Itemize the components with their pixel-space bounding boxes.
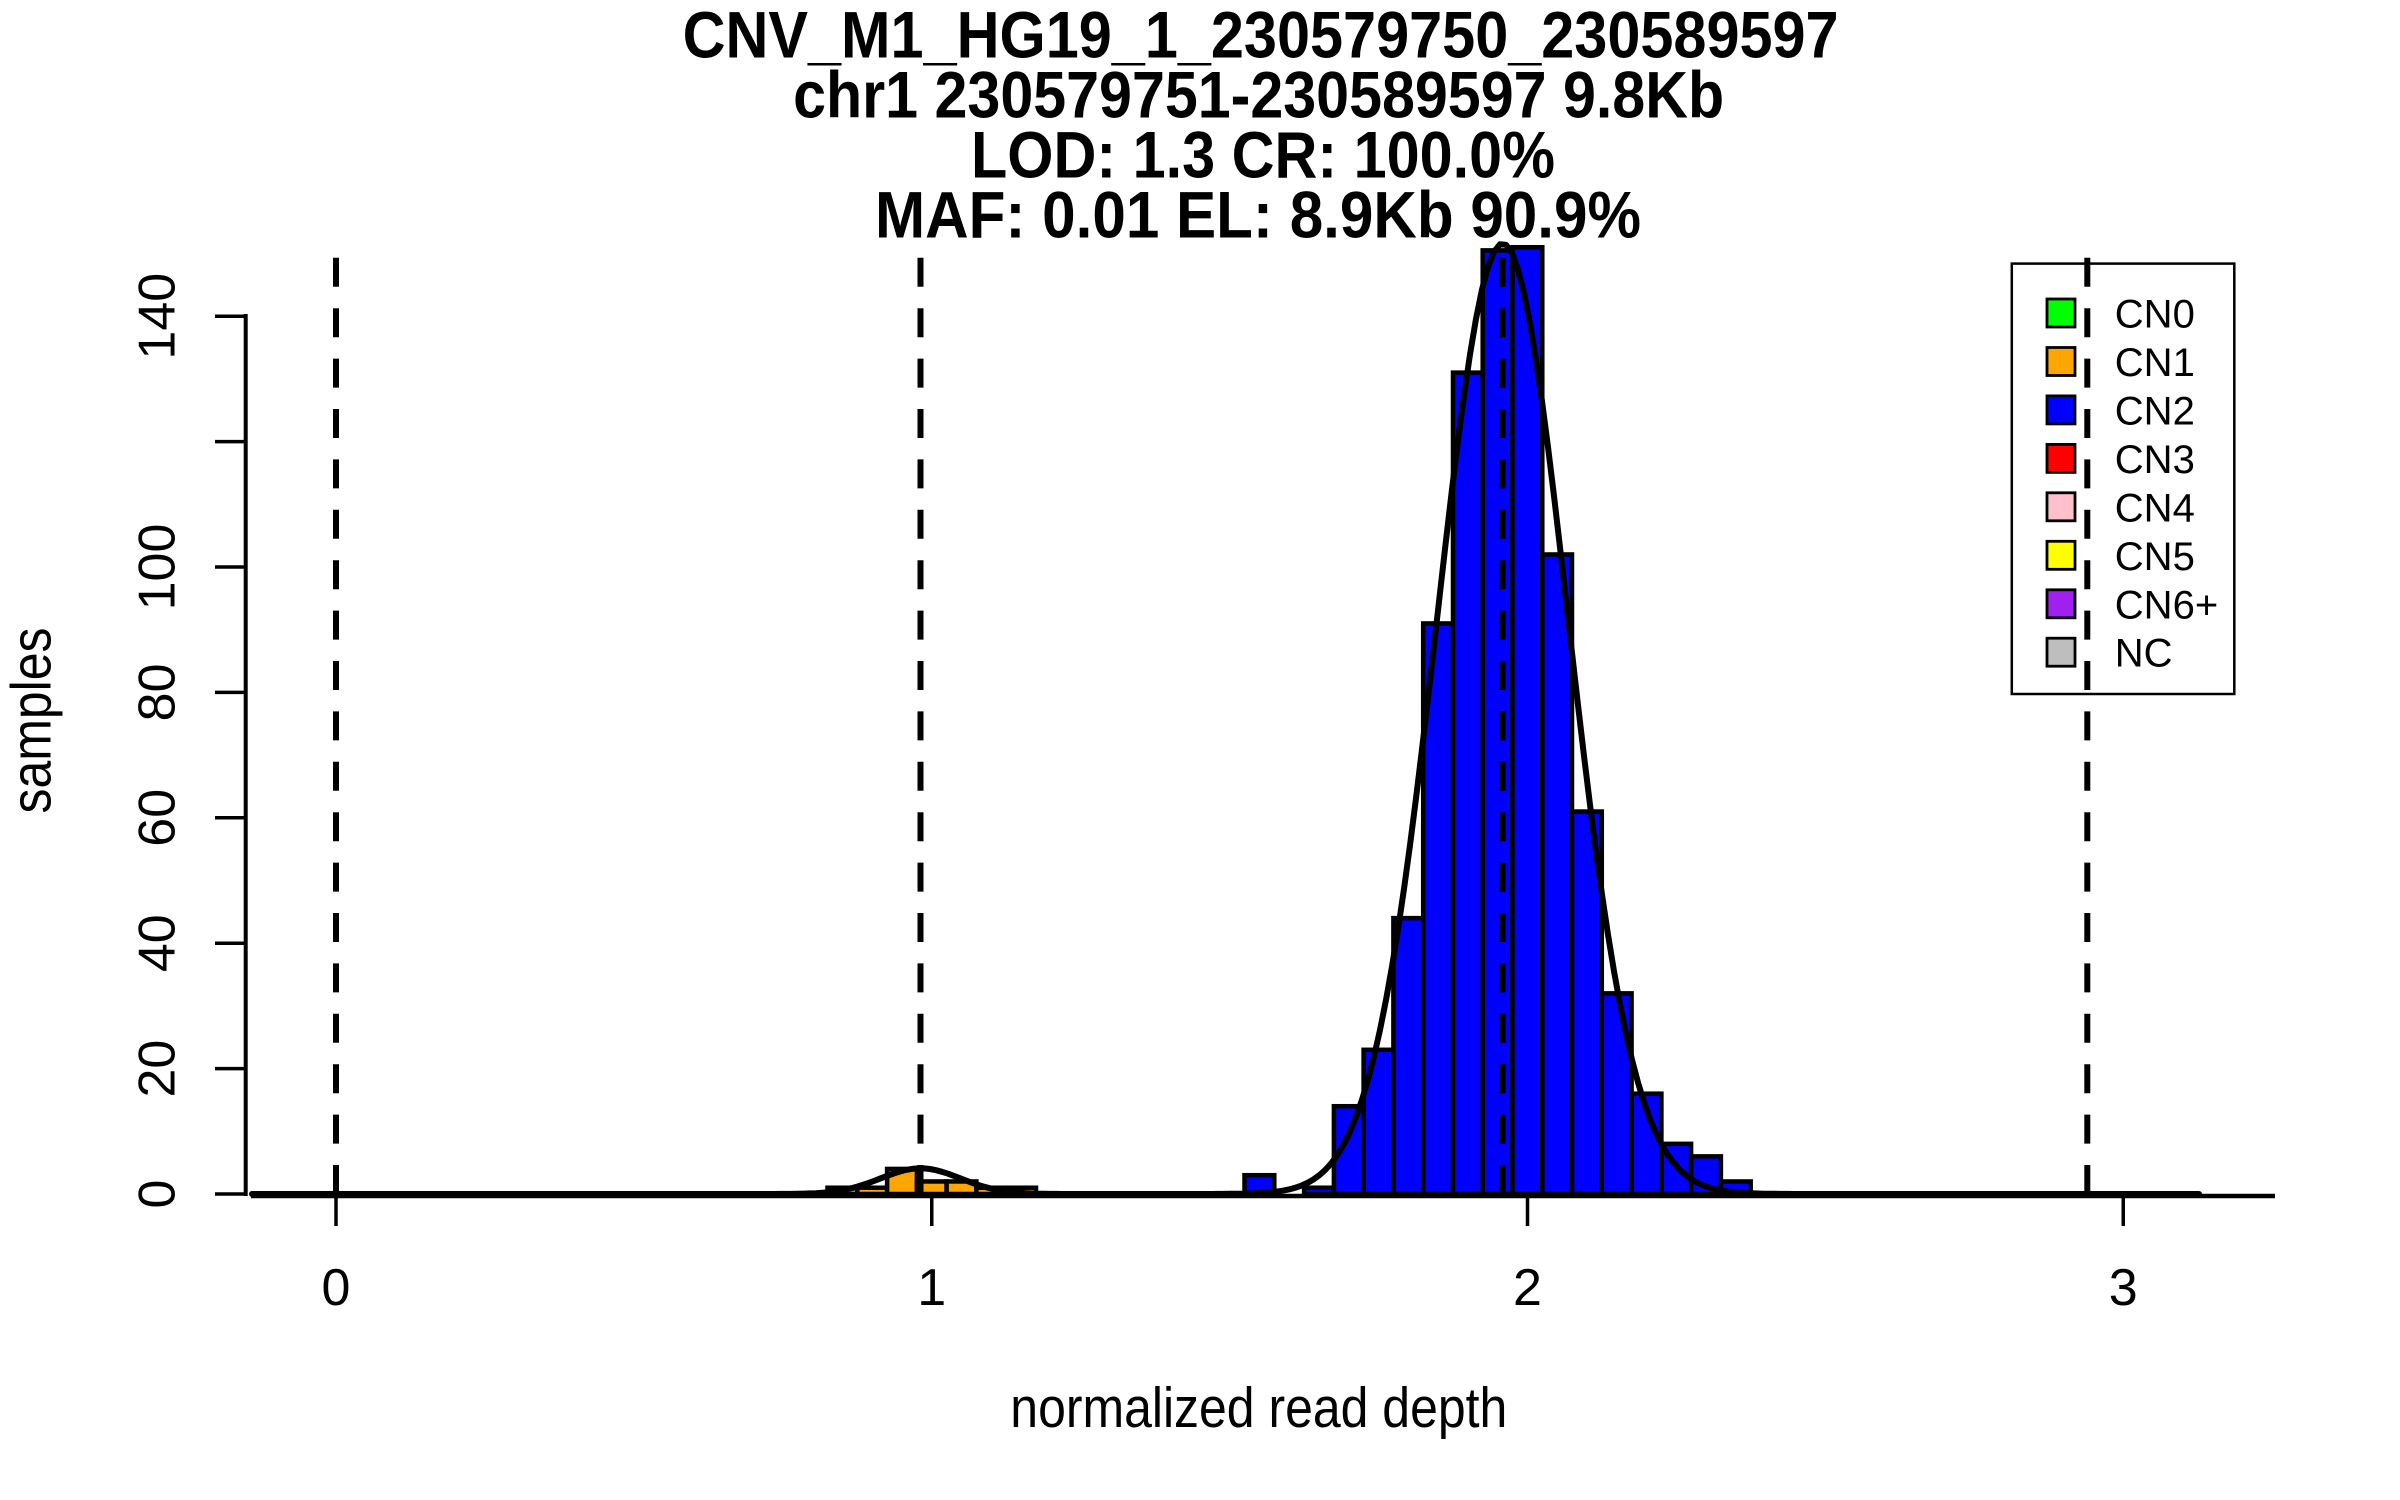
svg-text:CN4: CN4 <box>2115 486 2195 530</box>
svg-text:samples: samples <box>0 628 63 814</box>
svg-text:CN5: CN5 <box>2115 535 2195 579</box>
svg-text:CNV_M1_HG19_1_230579750_230589: CNV_M1_HG19_1_230579750_230589597 <box>683 0 1839 72</box>
svg-text:MAF: 0.01 EL: 8.9Kb 90.9%: MAF: 0.01 EL: 8.9Kb 90.9% <box>875 178 1641 252</box>
svg-text:1: 1 <box>917 1259 946 1317</box>
svg-text:CN1: CN1 <box>2115 341 2195 385</box>
svg-text:normalized read depth: normalized read depth <box>1010 1376 1507 1440</box>
svg-text:NC: NC <box>2115 632 2173 676</box>
svg-text:CN0: CN0 <box>2115 293 2195 337</box>
svg-text:CN2: CN2 <box>2115 389 2195 433</box>
svg-text:chr1 230579751-230589597 9.8Kb: chr1 230579751-230589597 9.8Kb <box>793 58 1724 132</box>
svg-text:LOD: 1.3 CR: 100.0%: LOD: 1.3 CR: 100.0% <box>971 118 1555 192</box>
svg-text:140: 140 <box>129 273 187 360</box>
svg-text:CN6+: CN6+ <box>2115 583 2218 627</box>
svg-text:60: 60 <box>129 789 187 847</box>
svg-text:40: 40 <box>129 914 187 972</box>
svg-text:80: 80 <box>129 663 187 721</box>
svg-text:2: 2 <box>1513 1259 1542 1317</box>
svg-text:3: 3 <box>2109 1259 2138 1317</box>
svg-text:CN3: CN3 <box>2115 438 2195 482</box>
svg-text:0: 0 <box>322 1259 351 1317</box>
svg-text:0: 0 <box>129 1180 187 1209</box>
svg-text:20: 20 <box>129 1040 187 1098</box>
svg-text:100: 100 <box>129 524 187 611</box>
